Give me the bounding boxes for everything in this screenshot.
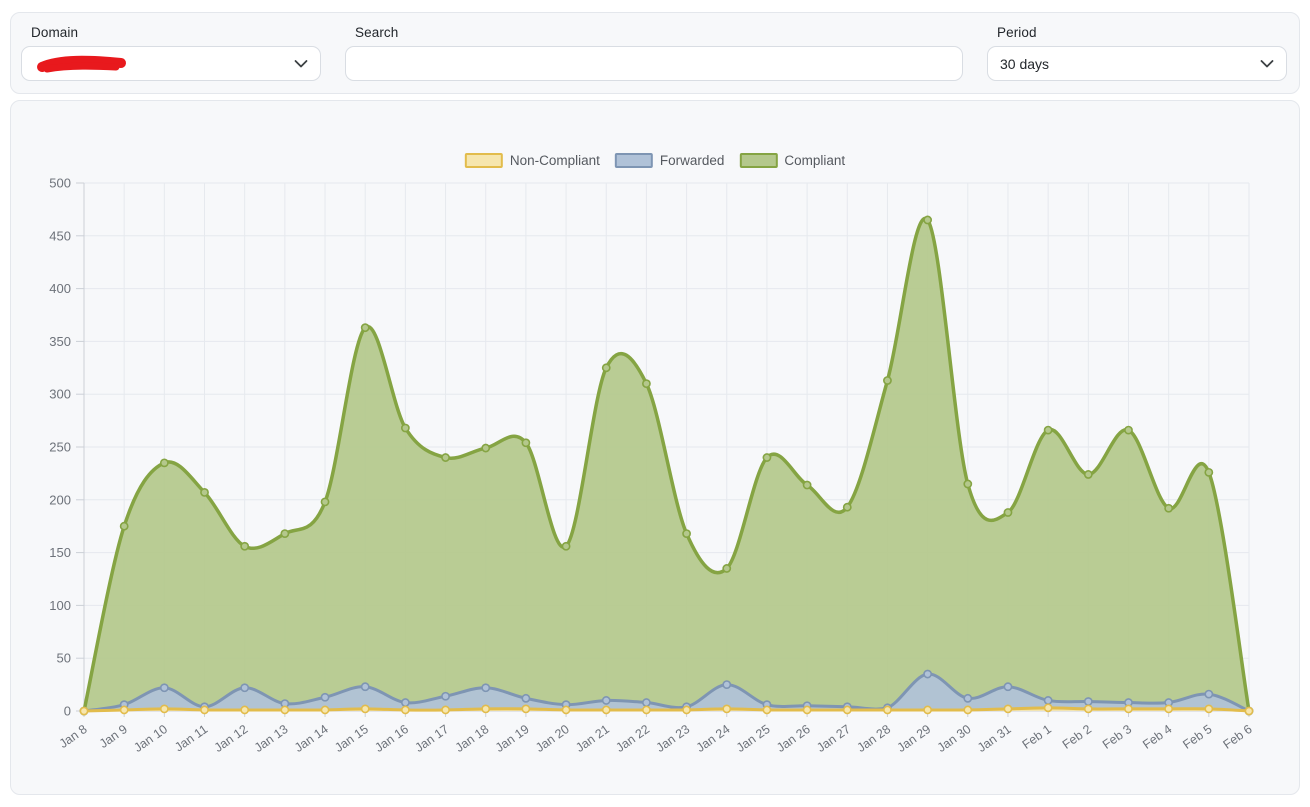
svg-text:100: 100: [49, 598, 71, 613]
svg-text:50: 50: [57, 651, 71, 666]
svg-text:450: 450: [49, 228, 71, 243]
svg-text:Feb 1: Feb 1: [1020, 722, 1054, 752]
svg-text:Feb 5: Feb 5: [1180, 722, 1214, 752]
svg-text:Jan 13: Jan 13: [252, 722, 291, 755]
svg-text:Jan 22: Jan 22: [613, 722, 652, 755]
compliance-area-chart: 0 50 100 150 200 250 300 350 400 450 500 Jan 8 Jan 9…: [49, 176, 1255, 755]
svg-text:Feb 4: Feb 4: [1140, 722, 1174, 752]
search-box: [345, 46, 963, 81]
domain-label: Domain: [31, 25, 79, 40]
chart-panel: Non-Compliant Forwarded Compliant 0 50 100…: [10, 100, 1300, 795]
svg-text:Jan 16: Jan 16: [372, 722, 411, 755]
svg-text:300: 300: [49, 387, 71, 402]
svg-text:Jan 26: Jan 26: [774, 722, 813, 755]
svg-text:Feb 3: Feb 3: [1100, 722, 1134, 752]
svg-text:Jan 24: Jan 24: [694, 722, 733, 755]
svg-text:Jan 19: Jan 19: [493, 722, 532, 755]
svg-text:Jan 18: Jan 18: [453, 722, 492, 755]
svg-text:150: 150: [49, 545, 71, 560]
search-input[interactable]: [358, 47, 950, 80]
legend-swatch-compliant: [739, 153, 778, 168]
svg-text:Jan 11: Jan 11: [172, 722, 210, 754]
svg-text:Feb 6: Feb 6: [1221, 722, 1255, 752]
svg-text:Jan 14: Jan 14: [292, 722, 331, 755]
chart-legend: Non-Compliant Forwarded Compliant: [464, 153, 845, 168]
legend-item-forwarded[interactable]: Forwarded: [614, 153, 725, 168]
chevron-down-icon: [294, 59, 308, 68]
search-label: Search: [355, 25, 399, 40]
svg-text:200: 200: [49, 492, 71, 507]
svg-text:Jan 28: Jan 28: [854, 722, 893, 755]
svg-text:Jan 20: Jan 20: [533, 722, 572, 755]
chevron-down-icon: [1260, 59, 1274, 68]
svg-text:Jan 27: Jan 27: [814, 722, 853, 755]
legend-swatch-non-compliant: [464, 153, 503, 168]
svg-text:400: 400: [49, 281, 71, 296]
legend-label: Non-Compliant: [509, 153, 600, 168]
period-select[interactable]: 30 days: [987, 46, 1287, 81]
svg-text:250: 250: [49, 440, 71, 455]
period-label: Period: [997, 25, 1037, 40]
svg-text:350: 350: [49, 334, 71, 349]
svg-text:0: 0: [64, 704, 71, 719]
legend-label: Forwarded: [659, 153, 725, 168]
legend-item-non-compliant[interactable]: Non-Compliant: [464, 153, 600, 168]
svg-text:Jan 10: Jan 10: [131, 722, 170, 755]
svg-text:Feb 2: Feb 2: [1060, 722, 1094, 752]
svg-text:Jan 17: Jan 17: [412, 722, 451, 755]
svg-text:Jan 31: Jan 31: [975, 722, 1014, 755]
legend-swatch-forwarded: [614, 153, 653, 168]
svg-text:Jan 29: Jan 29: [895, 722, 934, 755]
svg-text:Jan 21: Jan 21: [573, 722, 612, 755]
svg-text:Jan 12: Jan 12: [212, 722, 251, 755]
legend-label: Compliant: [784, 153, 846, 168]
redaction-scribble: [34, 54, 134, 74]
filter-bar: Domain Search Period: [10, 12, 1300, 94]
svg-text:Jan 23: Jan 23: [654, 722, 693, 755]
svg-text:500: 500: [49, 176, 71, 191]
svg-text:Jan 9: Jan 9: [97, 722, 130, 751]
svg-text:Jan 15: Jan 15: [332, 722, 371, 755]
domain-select[interactable]: [21, 46, 321, 81]
svg-text:Jan 25: Jan 25: [734, 722, 773, 755]
svg-text:Jan 30: Jan 30: [935, 722, 974, 755]
legend-item-compliant[interactable]: Compliant: [739, 153, 845, 168]
period-selected-value: 30 days: [1000, 55, 1050, 72]
svg-text:Jan 8: Jan 8: [57, 722, 90, 751]
